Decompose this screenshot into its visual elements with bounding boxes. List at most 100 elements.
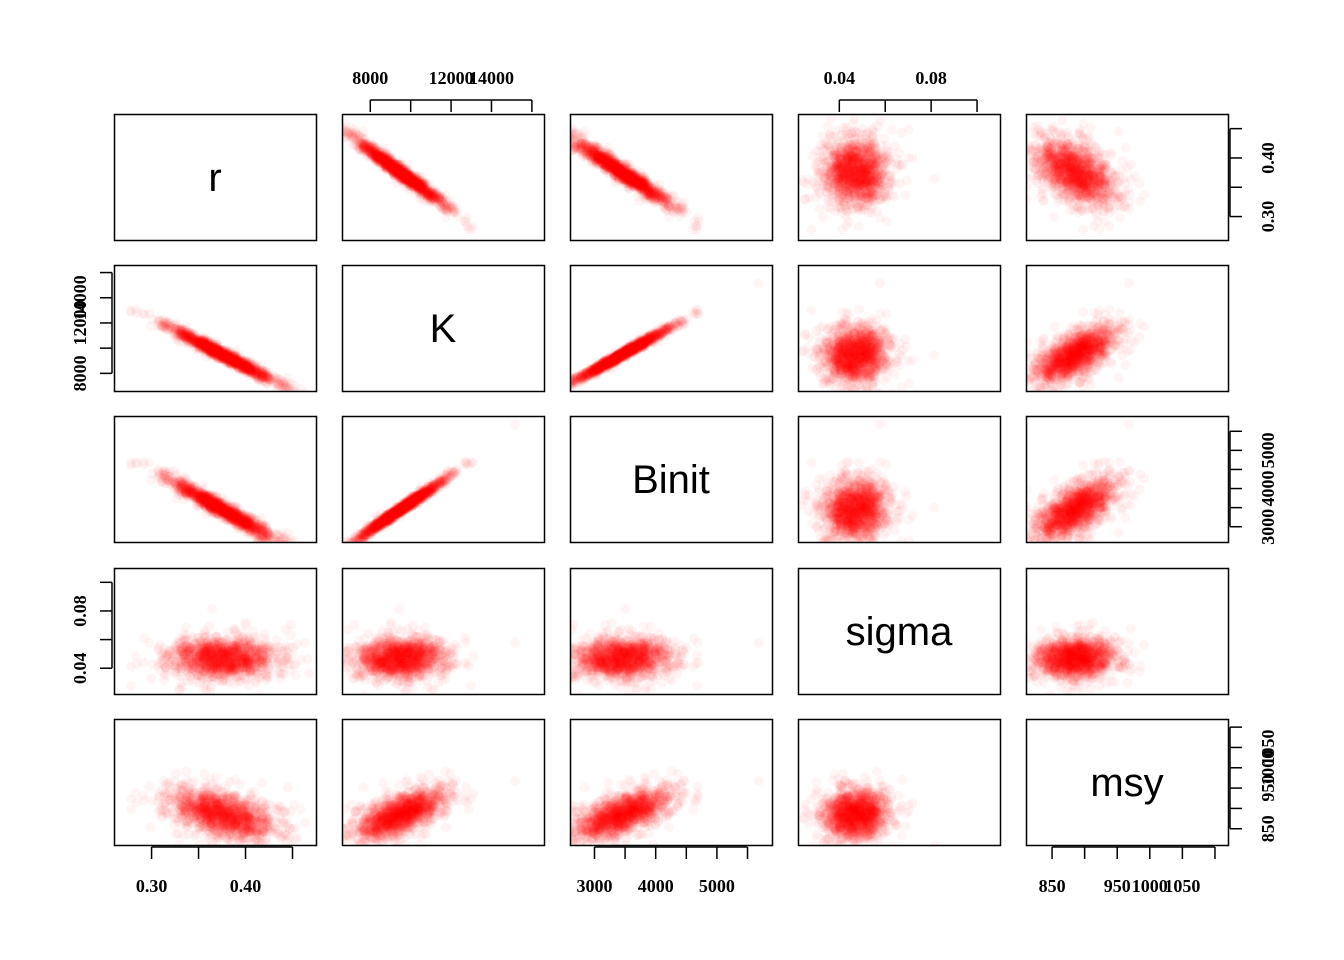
data-point — [1090, 178, 1101, 189]
data-point — [413, 181, 424, 192]
data-point — [848, 197, 859, 208]
data-point — [644, 187, 655, 198]
data-point — [882, 146, 893, 157]
data-point — [1015, 151, 1025, 161]
data-point — [392, 158, 403, 169]
data-point — [402, 174, 413, 185]
data-point — [366, 145, 377, 156]
data-point — [846, 158, 857, 169]
data-point — [850, 139, 861, 150]
data-point — [399, 175, 410, 186]
data-point — [869, 189, 879, 200]
data-point — [394, 164, 405, 175]
data-point — [422, 185, 433, 196]
data-point — [608, 164, 618, 175]
data-point — [626, 173, 637, 184]
data-point — [384, 160, 395, 171]
data-point — [639, 172, 650, 183]
data-point — [1083, 140, 1094, 151]
data-point — [824, 167, 835, 177]
data-point — [366, 140, 377, 151]
data-point — [588, 145, 599, 156]
data-point — [691, 224, 702, 235]
data-point — [361, 144, 372, 155]
data-point — [431, 192, 442, 203]
data-point — [427, 185, 437, 196]
data-point — [605, 162, 616, 173]
data-point — [646, 192, 657, 203]
data-point — [594, 153, 605, 163]
data-point — [836, 143, 847, 154]
data-point — [657, 196, 668, 207]
data-point — [355, 144, 366, 155]
data-point — [854, 164, 865, 174]
data-point — [1065, 153, 1076, 164]
data-point — [618, 174, 629, 185]
data-point — [597, 152, 608, 163]
data-point — [426, 189, 437, 200]
data-point — [837, 150, 848, 161]
data-point — [385, 161, 396, 172]
data-point — [849, 146, 860, 157]
data-point — [844, 164, 855, 175]
data-point — [624, 168, 635, 179]
data-point — [853, 185, 864, 196]
data-point — [1085, 192, 1096, 203]
data-point — [600, 158, 611, 169]
data-point — [847, 140, 858, 151]
data-point — [1066, 173, 1077, 184]
data-point — [611, 165, 622, 176]
data-point — [849, 175, 860, 186]
data-point — [841, 152, 852, 162]
data-point — [423, 186, 434, 197]
data-point — [585, 142, 595, 153]
data-point — [623, 171, 634, 182]
data-point — [631, 177, 642, 188]
data-point — [360, 143, 371, 154]
data-point — [1082, 184, 1093, 195]
data-point — [864, 195, 874, 206]
data-point — [585, 150, 596, 161]
data-point — [872, 183, 883, 194]
data-point — [621, 166, 632, 177]
data-point — [396, 172, 407, 183]
data-point — [848, 172, 859, 183]
data-point — [637, 183, 648, 194]
data-point — [1097, 183, 1108, 194]
data-point — [619, 167, 630, 178]
data-point — [400, 164, 411, 175]
data-point — [841, 158, 852, 169]
data-point — [403, 170, 414, 181]
data-point — [817, 166, 828, 177]
data-point — [423, 188, 434, 199]
data-point — [629, 177, 640, 188]
data-point — [342, 123, 343, 129]
data-point — [607, 161, 618, 172]
data-point — [859, 169, 870, 180]
data-point — [414, 178, 425, 189]
data-point — [612, 161, 622, 171]
data-point — [1087, 168, 1098, 179]
data-point — [1072, 151, 1083, 161]
data-point — [1043, 150, 1054, 161]
data-point — [592, 148, 603, 159]
data-point — [1066, 163, 1077, 174]
data-point — [604, 161, 615, 172]
data-point — [404, 174, 415, 185]
data-point — [827, 165, 838, 176]
data-point — [624, 168, 635, 179]
data-point — [583, 148, 594, 159]
data-point — [384, 158, 395, 169]
data-point — [837, 163, 848, 174]
data-point — [671, 206, 682, 217]
data-point — [625, 176, 636, 187]
data-point — [622, 173, 633, 184]
data-point — [384, 156, 395, 166]
data-point — [857, 187, 868, 198]
data-point — [627, 176, 638, 187]
data-point — [388, 163, 399, 174]
data-point — [885, 175, 896, 186]
data-point — [856, 178, 867, 189]
data-point — [637, 177, 648, 188]
data-point — [1063, 154, 1073, 165]
